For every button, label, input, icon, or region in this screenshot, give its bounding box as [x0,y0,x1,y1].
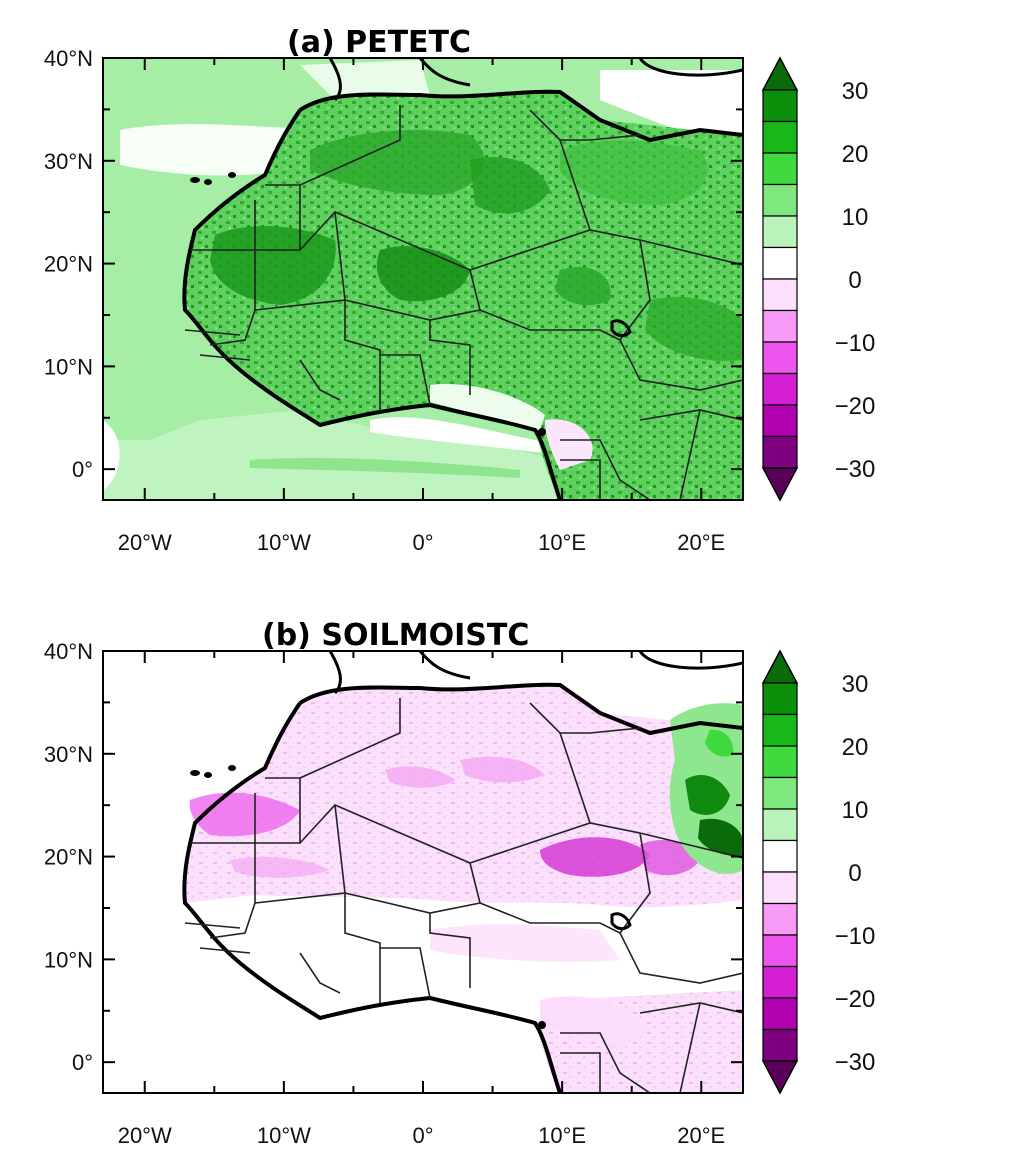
colorbar-max-triangle [761,649,799,684]
colorbar-cell [762,120,798,154]
panel-b-title: (b) SOILMOISTC [262,618,529,653]
colorbar-label: 30 [842,78,869,105]
lon-tick-label: 10°E [538,1123,586,1148]
lon-tick-label: 10°W [257,1123,311,1148]
colorbar-cell [762,246,798,280]
colorbar-cell [762,776,798,810]
colorbar-cell [762,682,798,716]
colorbar-cell [762,435,798,469]
lon-tick-label: 10°E [538,530,586,555]
colorbar-cell [762,808,798,842]
lon-tick-label: 0° [412,530,433,555]
panel-a-title: (a) PETETC [287,25,471,60]
panel-b-field [103,651,743,1093]
lat-tick-label: 0° [72,1050,93,1075]
colorbar-label: −10 [835,330,876,357]
panel-b-soilmoistc: (b) SOILMOISTC [44,618,876,1148]
colorbar-max-triangle [761,56,799,91]
lon-tick-label: 10°W [257,530,311,555]
panel-b-lon-ticks: 20°W 10°W 0° 10°E 20°E [118,651,725,1148]
colorbar-label: 0 [848,860,861,887]
colorbar-cell [762,902,798,936]
lat-tick-label: 10°N [44,947,93,972]
colorbar-cell [762,183,798,217]
colorbar-label: −30 [835,1049,876,1076]
panel-a-field [103,58,743,500]
colorbar-cell [762,965,798,999]
colorbar-label: 30 [842,671,869,698]
colorbar-cell [762,278,798,312]
colorbar-cell [762,372,798,406]
colorbar-cell [762,1028,798,1062]
colorbar-cell [762,713,798,747]
lon-tick-label: 20°E [677,530,725,555]
lon-tick-label: 20°W [118,1123,172,1148]
colorbar-cell [762,997,798,1031]
colorbar-cell [762,871,798,905]
lat-tick-label: 30°N [44,149,93,174]
lat-tick-label: 40°N [44,46,93,71]
colorbar-cell [762,745,798,779]
lat-tick-label: 40°N [44,639,93,664]
colorbar-cell [762,404,798,438]
colorbar-label: 0 [848,267,861,294]
panel-a-lon-ticks: 20°W 10°W 0° 10°E 20°E [118,58,725,555]
colorbar-label: −20 [835,986,876,1013]
panel-b-lat-ticks: 40°N 30°N 20°N 10°N 0° [44,639,743,1075]
panel-a-lat-ticks: 40°N 30°N 20°N 10°N 0° [44,46,743,482]
colorbar-min-triangle [761,467,799,502]
lat-tick-label: 10°N [44,354,93,379]
panel-a-petetc: (a) PETETC [44,25,876,555]
lon-tick-label: 0° [412,1123,433,1148]
colorbar-label: −30 [835,456,876,483]
colorbar-label: 20 [842,141,869,168]
lat-tick-label: 20°N [44,845,93,870]
lat-tick-label: 30°N [44,742,93,767]
colorbar-cell [762,89,798,123]
colorbar-label: −20 [835,393,876,420]
lon-tick-label: 20°W [118,530,172,555]
colorbar-label: −10 [835,923,876,950]
colorbar-label: 20 [842,734,869,761]
colorbar-cell [762,934,798,968]
colorbar-cell [762,309,798,343]
colorbar-cell [762,152,798,186]
colorbar-cell [762,341,798,375]
colorbar-label: 10 [842,204,869,231]
colorbar-min-triangle [761,1060,799,1095]
panel-a-colorbar: 30 20 10 0 −10 −20 −30 [761,56,876,502]
panel-b-colorbar: 30 20 10 0 −10 −20 −30 [761,649,876,1095]
lat-tick-label: 20°N [44,252,93,277]
colorbar-cell [762,839,798,873]
colorbar-cell [762,215,798,249]
lat-tick-label: 0° [72,457,93,482]
lon-tick-label: 20°E [677,1123,725,1148]
colorbar-label: 10 [842,797,869,824]
